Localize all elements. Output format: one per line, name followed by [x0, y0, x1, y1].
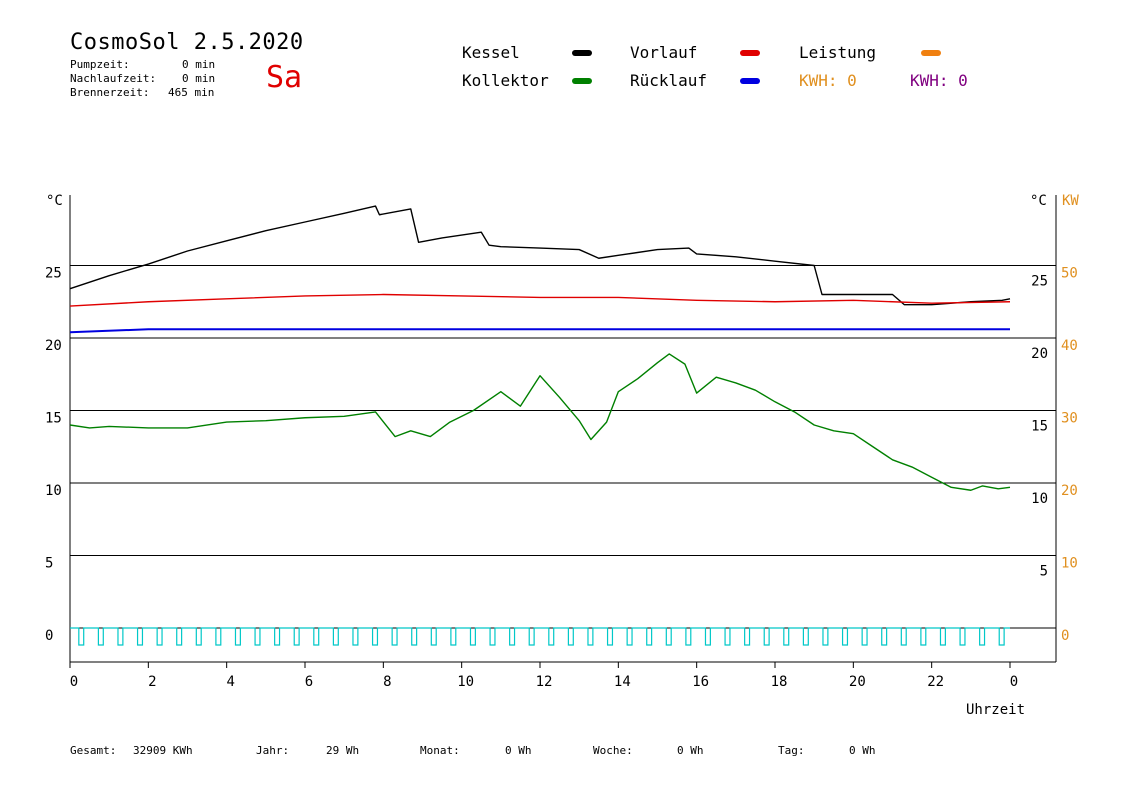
legend-kollektor-label: Kollektor [462, 71, 549, 90]
x-tick-label: 22 [927, 674, 944, 690]
y-right-power-tick: 30 [1061, 411, 1078, 427]
y-left-tick: 0 [45, 628, 53, 644]
legend-ruecklauf-swatch [740, 78, 760, 84]
y-right-temp-tick: 10 [1031, 491, 1048, 507]
x-tick-label: 14 [614, 674, 631, 690]
x-tick-label: 0 [1010, 674, 1018, 690]
x-axis-label: Uhrzeit [966, 702, 1026, 718]
footer-woche-value: 0 Wh [677, 744, 704, 757]
footer-gesamt-value: 32909 KWh [133, 744, 193, 757]
legend-vorlauf-swatch [740, 50, 760, 56]
stat-brennerzeit-value: 465 min [168, 86, 215, 99]
y-left-tick: 10 [45, 483, 62, 499]
y-right-power-tick: 50 [1061, 266, 1078, 282]
footer-gesamt-label: Gesamt: [70, 744, 117, 757]
y-left-tick: 20 [45, 338, 62, 354]
legend-kollektor-swatch [572, 78, 592, 84]
legend-kessel-swatch [572, 50, 592, 56]
y-left-unit: °C [46, 193, 63, 209]
stat-nachlaufzeit-label: Nachlaufzeit: [70, 72, 157, 85]
footer-woche-label: Woche: [593, 744, 633, 757]
x-tick-label: 6 [305, 674, 313, 690]
stat-brennerzeit-label: Brennerzeit: [70, 86, 150, 99]
x-tick-label: 0 [70, 674, 78, 690]
legend-leistung-label: Leistung [799, 43, 877, 62]
y-right-temp-tick: 15 [1031, 419, 1048, 435]
y-right-temp-tick: 20 [1031, 346, 1048, 362]
x-tick-label: 2 [148, 674, 156, 690]
footer-monat-value: 0 Wh [505, 744, 532, 757]
y-right-power-tick: 40 [1061, 338, 1078, 354]
x-tick-label: 18 [771, 674, 788, 690]
series-line-kollektor [69, 353, 1011, 491]
footer-tag-label: Tag: [778, 744, 805, 757]
footer-jahr-value: 29 Wh [326, 744, 360, 757]
y-right-power-tick: 20 [1061, 483, 1078, 499]
y-right-power-tick: 10 [1061, 556, 1078, 572]
x-tick-label: 8 [383, 674, 391, 690]
y-right-temp-tick: 5 [1040, 564, 1048, 580]
y-right-power-tick: 0 [1061, 628, 1069, 644]
x-tick-label: 4 [226, 674, 234, 690]
legend-kessel-label: Kessel [462, 43, 520, 62]
legend-kwh-orange: KWH: 0 [799, 71, 857, 90]
footer-jahr-label: Jahr: [256, 744, 290, 757]
y-right-temp-tick: 25 [1031, 274, 1048, 290]
footer-monat-label: Monat: [420, 744, 460, 757]
footer-tag-value: 0 Wh [849, 744, 876, 757]
y-right-power-unit: KW [1062, 193, 1079, 209]
chart-title: CosmoSol 2.5.2020 [70, 30, 304, 55]
y-left-tick: 25 [45, 266, 62, 282]
weekday-label: Sa [266, 60, 303, 95]
stat-nachlaufzeit-value: 0 min [182, 72, 216, 85]
pump-pulse-line [70, 627, 1010, 646]
series-line-rcklauf [69, 328, 1010, 334]
stat-pumpzeit-value: 0 min [182, 58, 216, 71]
legend-ruecklauf-label: Rücklauf [630, 71, 708, 90]
stat-pumpzeit-label: Pumpzeit: [70, 58, 130, 71]
x-tick-label: 12 [536, 674, 553, 690]
legend-leistung-swatch [921, 50, 941, 56]
series-line-vorlauf [69, 293, 1011, 307]
x-tick-label: 20 [849, 674, 866, 690]
series-line-kessel [69, 205, 1011, 306]
y-left-tick: 5 [45, 556, 53, 572]
x-tick-label: 10 [457, 674, 474, 690]
y-right-temp-unit: °C [1030, 193, 1047, 209]
x-tick-label: 16 [692, 674, 709, 690]
y-left-tick: 15 [45, 411, 62, 427]
legend-kwh-purple: KWH: 0 [910, 71, 968, 90]
legend-vorlauf-label: Vorlauf [630, 43, 698, 62]
